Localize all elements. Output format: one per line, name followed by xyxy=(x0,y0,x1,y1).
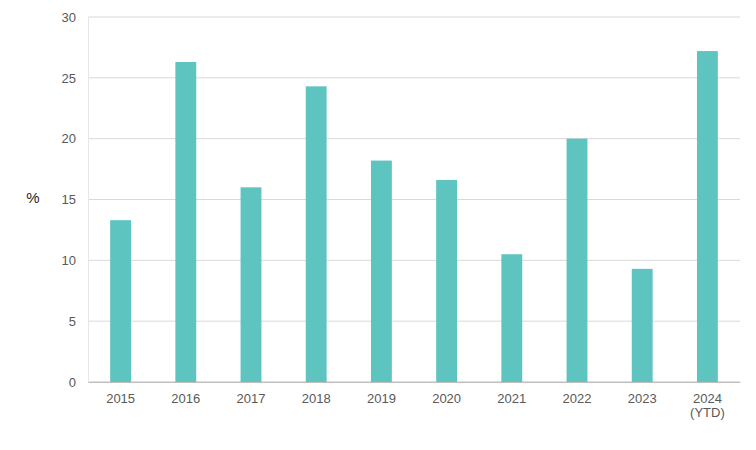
x-tick-label-line: 2019 xyxy=(367,391,396,406)
bars xyxy=(110,51,718,382)
y-tick-label: 0 xyxy=(69,375,76,390)
bar xyxy=(110,220,131,382)
y-tick-label: 15 xyxy=(62,192,76,207)
y-tick: 20 xyxy=(62,131,88,146)
y-tick-label: 5 xyxy=(69,314,76,329)
x-tick-label: 2021 xyxy=(497,391,526,406)
y-axis-line xyxy=(88,18,89,383)
x-tick-label: 2019 xyxy=(367,391,396,406)
x-tick: 2017 xyxy=(237,391,266,406)
bar xyxy=(501,254,522,382)
x-tick: 2018 xyxy=(302,391,331,406)
y-axis-title: % xyxy=(26,189,39,206)
bar xyxy=(371,161,392,382)
y-tick: 30 xyxy=(62,10,88,25)
bar xyxy=(241,187,262,382)
x-tick: 2024(YTD) xyxy=(690,391,725,420)
x-tick: 2015 xyxy=(106,391,135,406)
y-tick: 10 xyxy=(62,253,88,268)
x-tick: 2022 xyxy=(563,391,592,406)
plot-area: 0 5 10 15 20 25 30 2015 2016 2017 2018 2019 2020 2021… xyxy=(62,10,741,420)
x-tick-label-line: 2015 xyxy=(106,391,135,406)
x-tick-label-line: (YTD) xyxy=(690,405,725,420)
x-tick-label: 2023 xyxy=(628,391,657,406)
x-tick-label: 2024(YTD) xyxy=(690,391,725,420)
x-tick-label-line: 2021 xyxy=(497,391,526,406)
x-tick: 2023 xyxy=(628,391,657,406)
x-tick-label-line: 2022 xyxy=(563,391,592,406)
x-tick-label: 2022 xyxy=(563,391,592,406)
chart: 0 5 10 15 20 25 30 2015 2016 2017 2018 2019 2020 2021… xyxy=(0,0,756,450)
x-tick: 2020 xyxy=(432,391,461,406)
x-tick-label-line: 2018 xyxy=(302,391,331,406)
bar xyxy=(697,51,718,382)
y-axis: 0 5 10 15 20 25 30 xyxy=(62,10,89,390)
y-tick: 5 xyxy=(69,314,88,329)
grid xyxy=(88,17,740,382)
bar xyxy=(175,62,196,382)
x-axis: 2015 2016 2017 2018 2019 2020 2021 2022 2023 2024… xyxy=(89,383,741,420)
bar xyxy=(567,139,588,382)
y-tick: 25 xyxy=(62,70,88,85)
y-tick-label: 25 xyxy=(62,70,76,85)
x-tick-label-line: 2023 xyxy=(628,391,657,406)
x-tick-label: 2020 xyxy=(432,391,461,406)
y-tick-label: 20 xyxy=(62,131,76,146)
x-tick: 2021 xyxy=(497,391,526,406)
x-tick: 2016 xyxy=(171,391,200,406)
bar xyxy=(436,180,457,382)
x-tick-label: 2015 xyxy=(106,391,135,406)
x-tick-label-line: 2016 xyxy=(171,391,200,406)
y-tick: 0 xyxy=(69,375,88,390)
x-tick-label-line: 2020 xyxy=(432,391,461,406)
x-tick-label: 2017 xyxy=(237,391,266,406)
bar xyxy=(632,269,653,382)
grid-line xyxy=(88,17,740,18)
y-tick-label: 30 xyxy=(62,10,76,25)
x-axis-line xyxy=(89,382,741,383)
x-tick: 2019 xyxy=(367,391,396,406)
x-tick-label: 2016 xyxy=(171,391,200,406)
bar xyxy=(306,86,327,382)
y-tick-label: 10 xyxy=(62,253,76,268)
x-tick-label-line: 2017 xyxy=(237,391,266,406)
x-tick-label: 2018 xyxy=(302,391,331,406)
y-tick: 15 xyxy=(62,192,88,207)
